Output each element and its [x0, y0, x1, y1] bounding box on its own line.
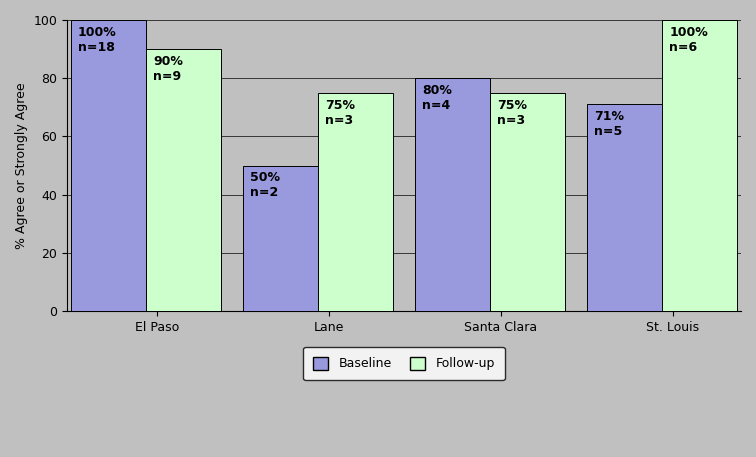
Text: 50%
n=2: 50% n=2: [250, 171, 280, 199]
Bar: [662, 20, 737, 311]
Text: 75%
n=3: 75% n=3: [497, 99, 527, 127]
Bar: [490, 93, 565, 311]
Text: 80%
n=4: 80% n=4: [422, 84, 452, 112]
Text: 75%
n=3: 75% n=3: [325, 99, 355, 127]
Bar: [146, 49, 222, 311]
Legend: Baseline, Follow-up: Baseline, Follow-up: [303, 347, 505, 381]
Text: 71%
n=5: 71% n=5: [594, 110, 624, 138]
Bar: [587, 104, 662, 311]
Bar: [415, 78, 490, 311]
Bar: [71, 20, 146, 311]
Bar: [318, 93, 393, 311]
Text: 100%
n=6: 100% n=6: [669, 26, 708, 54]
Text: 100%
n=18: 100% n=18: [78, 26, 116, 54]
Text: 90%
n=9: 90% n=9: [153, 55, 183, 83]
Y-axis label: % Agree or Strongly Agree: % Agree or Strongly Agree: [15, 82, 28, 249]
Bar: [243, 165, 318, 311]
